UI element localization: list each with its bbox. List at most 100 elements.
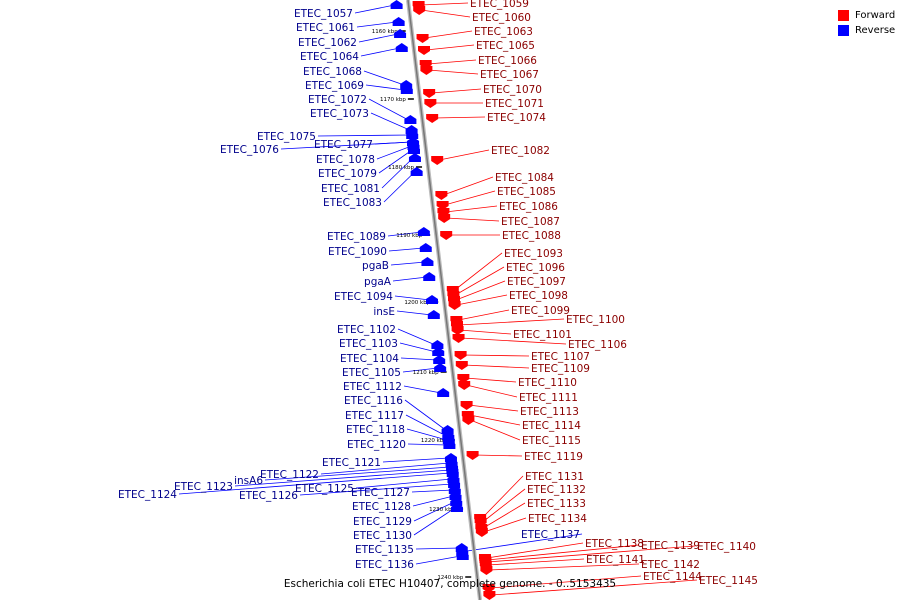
reverse-gene-label[interactable]: ETEC_1089	[327, 231, 386, 243]
forward-gene-label[interactable]: ETEC_1144	[643, 571, 702, 583]
forward-gene-label[interactable]: ETEC_1114	[522, 420, 581, 432]
forward-gene-label[interactable]: ETEC_1099	[511, 305, 570, 317]
forward-gene-label[interactable]: ETEC_1085	[497, 186, 556, 198]
reverse-gene-label[interactable]: ETEC_1129	[353, 516, 412, 528]
reverse-gene-label[interactable]: ETEC_1079	[318, 168, 377, 180]
forward-gene-label[interactable]: ETEC_1059	[470, 0, 529, 10]
forward-gene-label[interactable]: ETEC_1082	[491, 145, 550, 157]
forward-gene-label[interactable]: ETEC_1066	[478, 55, 537, 67]
forward-gene-label[interactable]: ETEC_1115	[522, 435, 581, 447]
reverse-gene-label[interactable]: pgaA	[364, 276, 392, 288]
reverse-gene-label[interactable]: ETEC_1075	[257, 131, 316, 143]
reverse-gene-label[interactable]: ETEC_1124	[118, 489, 177, 501]
reverse-gene-label[interactable]: ETEC_1061	[296, 22, 355, 34]
forward-gene-label[interactable]: ETEC_1145	[699, 575, 758, 587]
reverse-gene-label[interactable]: ETEC_1125	[295, 483, 354, 495]
forward-gene-label[interactable]: ETEC_1074	[487, 112, 546, 124]
forward-gene-label[interactable]: ETEC_1088	[502, 230, 561, 242]
reverse-gene-label[interactable]: ETEC_1068	[303, 66, 362, 78]
forward-gene-label[interactable]: ETEC_1100	[566, 314, 625, 326]
forward-gene-label[interactable]: ETEC_1070	[483, 84, 542, 96]
reverse-gene-label[interactable]: ETEC_1116	[344, 395, 403, 407]
reverse-leader-line	[381, 157, 414, 189]
reverse-gene-label[interactable]: ETEC_1120	[347, 439, 406, 451]
forward-leader-line	[486, 542, 584, 559]
reverse-gene-label[interactable]: ETEC_1090	[328, 246, 387, 258]
reverse-gene-label[interactable]: ETEC_1112	[343, 381, 402, 393]
reverse-leader-line	[411, 489, 453, 493]
forward-leader-line	[427, 59, 477, 65]
reverse-gene-label[interactable]: ETEC_1123	[174, 481, 233, 493]
forward-leader-line	[462, 354, 530, 357]
forward-gene-label[interactable]: ETEC_1067	[480, 69, 539, 81]
reverse-gene-label[interactable]: ETEC_1128	[352, 501, 411, 513]
forward-gene-block	[420, 66, 433, 75]
forward-gene-label[interactable]: ETEC_1107	[531, 351, 590, 363]
reverse-gene-label[interactable]: pgaB	[362, 260, 389, 272]
reverse-leader-line	[368, 98, 409, 121]
forward-gene-label[interactable]: ETEC_1093	[504, 248, 563, 260]
forward-gene-label[interactable]: ETEC_1106	[568, 339, 627, 351]
reverse-gene-label[interactable]: ETEC_1135	[355, 544, 414, 556]
reverse-gene-label[interactable]: ETEC_1064	[300, 51, 359, 63]
reverse-leader-line	[264, 466, 451, 481]
forward-gene-label[interactable]: ETEC_1132	[527, 484, 586, 496]
forward-gene-label[interactable]: ETEC_1109	[531, 363, 590, 375]
reverse-gene-label[interactable]: ETEC_1117	[345, 410, 404, 422]
reverse-gene-label[interactable]: ETEC_1121	[322, 457, 381, 469]
forward-gene-block	[418, 46, 430, 55]
forward-gene-label[interactable]: ETEC_1098	[509, 290, 568, 302]
forward-gene-label[interactable]: ETEC_1071	[485, 98, 544, 110]
reverse-gene-label[interactable]: ETEC_1094	[334, 291, 393, 303]
forward-gene-label[interactable]: ETEC_1119	[524, 451, 583, 463]
forward-gene-label[interactable]: ETEC_1110	[518, 377, 577, 389]
forward-gene-label[interactable]: ETEC_1086	[499, 201, 558, 213]
reverse-gene-label[interactable]: ETEC_1076	[220, 144, 279, 156]
reverse-gene-label[interactable]: ETEC_1069	[305, 80, 364, 92]
forward-gene-label[interactable]: ETEC_1138	[585, 538, 644, 550]
forward-gene-label[interactable]: ETEC_1134	[528, 513, 587, 525]
forward-gene-label[interactable]: ETEC_1087	[501, 216, 560, 228]
reverse-gene-block	[448, 479, 461, 488]
reverse-gene-label[interactable]: ETEC_1102	[337, 324, 396, 336]
forward-leader-line	[443, 176, 494, 196]
reverse-gene-label[interactable]: ETEC_1081	[321, 183, 380, 195]
forward-gene-label[interactable]: ETEC_1101	[513, 329, 572, 341]
reverse-gene-label[interactable]: ETEC_1073	[310, 108, 369, 120]
forward-leader-line	[482, 488, 526, 523]
reverse-gene-block	[450, 503, 463, 512]
reverse-gene-label[interactable]: ETEC_1136	[355, 559, 414, 571]
forward-gene-label[interactable]: ETEC_1133	[527, 498, 586, 510]
reverse-gene-label[interactable]: ETEC_1122	[260, 469, 319, 481]
reverse-gene-label[interactable]: ETEC_1103	[339, 338, 398, 350]
reverse-gene-label[interactable]: ETEC_1118	[346, 424, 405, 436]
reverse-gene-block	[408, 145, 420, 154]
forward-gene-label[interactable]: ETEC_1141	[586, 554, 645, 566]
reverse-gene-label[interactable]: insA6	[234, 475, 263, 487]
forward-gene-label[interactable]: ETEC_1111	[519, 392, 578, 404]
reverse-gene-label[interactable]: ETEC_1083	[323, 197, 382, 209]
forward-gene-label[interactable]: ETEC_1131	[525, 471, 584, 483]
forward-gene-label[interactable]: ETEC_1065	[476, 40, 535, 52]
forward-gene-label[interactable]: ETEC_1142	[641, 559, 700, 571]
forward-gene-label[interactable]: ETEC_1140	[697, 541, 756, 553]
reverse-gene-label[interactable]: ETEC_1130	[353, 530, 412, 542]
reverse-gene-label[interactable]: ETEC_1126	[239, 490, 298, 502]
reverse-gene-label[interactable]: ETEC_1137	[521, 529, 580, 541]
forward-gene-label[interactable]: ETEC_1084	[495, 172, 554, 184]
reverse-gene-label[interactable]: ETEC_1078	[316, 154, 375, 166]
reverse-gene-label[interactable]: ETEC_1062	[298, 37, 357, 49]
reverse-gene-label[interactable]: ETEC_1104	[340, 353, 399, 365]
forward-gene-label[interactable]: ETEC_1060	[472, 12, 531, 24]
forward-gene-label[interactable]: ETEC_1096	[506, 262, 565, 274]
reverse-gene-label[interactable]: ETEC_1057	[294, 8, 353, 20]
forward-gene-label[interactable]: ETEC_1063	[474, 26, 533, 38]
reverse-gene-label[interactable]: insE	[373, 306, 395, 318]
forward-gene-label[interactable]: ETEC_1113	[520, 406, 579, 418]
reverse-gene-label[interactable]: ETEC_1077	[314, 139, 373, 151]
forward-gene-label[interactable]: ETEC_1139	[641, 540, 700, 552]
reverse-gene-label[interactable]: ETEC_1072	[308, 94, 367, 106]
reverse-gene-label[interactable]: ETEC_1127	[351, 487, 410, 499]
reverse-gene-label[interactable]: ETEC_1105	[342, 367, 401, 379]
forward-gene-label[interactable]: ETEC_1097	[507, 276, 566, 288]
